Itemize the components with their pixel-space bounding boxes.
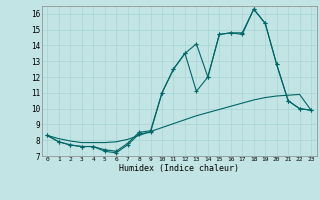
X-axis label: Humidex (Indice chaleur): Humidex (Indice chaleur) — [119, 164, 239, 173]
